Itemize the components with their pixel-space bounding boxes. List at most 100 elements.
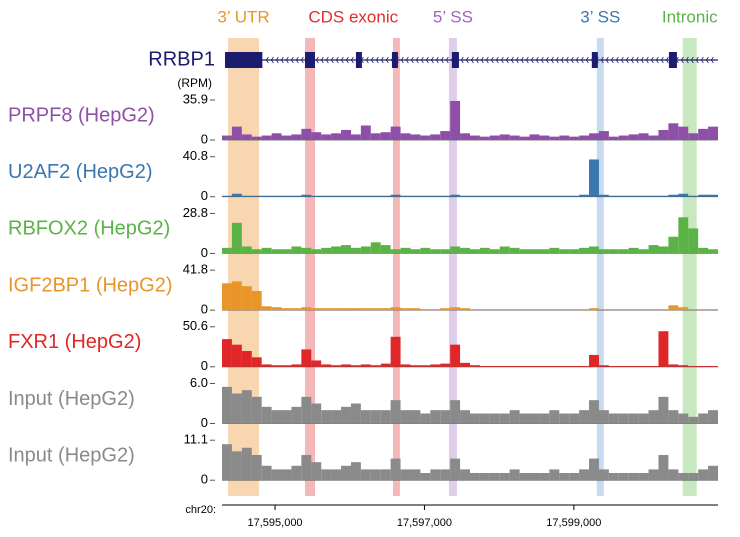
y-tick-label: 11.1 [184,432,208,447]
coverage-bar [509,135,520,140]
coverage-bar [598,365,609,367]
coverage-bar [579,366,590,367]
exon [391,52,398,68]
coverage-bar [231,126,242,140]
coverage-bar [598,410,609,424]
coverage-bar [341,308,351,311]
coverage-bar [499,195,510,197]
strand-chevron [330,56,334,64]
coverage-bar [261,306,272,311]
coverage-bar [341,129,351,140]
coverage-bar [648,366,659,367]
strand-chevron [615,56,619,64]
coverage-bar [688,228,699,254]
coverage-bar [410,134,421,140]
coverage-bar [311,403,322,424]
coverage-bar [618,135,629,140]
strand-chevron [645,56,649,64]
coverage-bar [529,309,540,311]
coverage-bar [648,469,659,481]
coverage-bar [509,469,520,481]
coverage-bar [479,413,490,424]
coverage-bar [341,406,351,424]
strand-chevron [295,56,299,64]
coverage-bar [460,308,470,311]
coverage-bar [658,246,669,254]
strand-chevron [530,56,534,64]
region-label: Intronic [662,7,718,26]
coverage-bar [618,309,629,311]
y-tick-label: 0 [201,245,208,260]
coverage-bar [509,195,520,197]
coverage-bar [618,249,629,254]
strand-chevron [710,56,714,64]
coverage-bar [579,247,590,254]
coverage-bar [698,194,709,197]
coverage-bar [271,195,282,197]
coverage-bar [658,396,669,424]
coverage-bar [658,309,669,311]
coverage-bar [420,195,431,197]
coverage-bar [400,195,411,197]
coverage-bar [549,366,560,367]
coverage-bar [370,195,381,197]
coverage-bar [450,458,461,481]
coverage-bar [668,123,679,140]
coverage-bar [400,308,411,311]
coverage-bar [271,249,282,254]
coverage-bar [529,366,540,367]
coverage-bar [370,410,381,424]
coverage-bar [688,309,699,311]
y-tick-label: 41.8 [183,262,208,277]
coverage-bar [291,195,302,197]
coverage-bar [519,472,530,481]
strand-chevron [480,56,484,64]
coverage-bar [539,249,550,254]
strand-chevron [375,56,379,64]
coverage-bar [658,129,669,140]
strand-chevron [525,56,529,64]
coverage-bar [688,133,699,140]
coverage-bar [519,249,530,254]
coverage-bar [658,195,669,197]
track-name: PRPF8 (HepG2) [8,104,155,126]
strand-chevron [505,56,509,64]
x-tick-label: 17,597,000 [397,517,452,529]
coverage-bar [499,134,510,140]
coverage-bar [589,308,599,311]
coverage-bar [291,465,302,481]
coverage-bar [668,194,679,197]
coverage-bar [222,283,232,311]
coverage-bar [450,344,461,367]
coverage-bar [360,246,371,254]
coverage-bar [331,410,342,424]
coverage-bar [241,246,252,254]
strand-chevron [275,56,279,64]
coverage-bar [638,309,649,311]
coverage-bar [579,135,590,140]
strand-chevron [610,56,614,64]
track-name: FXR1 (HepG2) [8,331,141,353]
region-label: 3’ SS [580,7,620,26]
coverage-bar [579,410,590,424]
strand-chevron [630,56,634,64]
exon [224,52,263,68]
coverage-bar [261,247,272,254]
coverage-bar [301,247,312,254]
coverage-bar [708,249,718,254]
coverage-bar [519,136,530,140]
coverage-bar [509,410,520,424]
coverage-bar [529,195,540,197]
coverage-bar [291,134,302,140]
coverage-bar [360,195,371,197]
coverage-bar [479,136,490,140]
coverage-bar [430,309,441,311]
coverage-bar [261,406,272,424]
coverage-bar [390,458,401,481]
coverage-bar [569,136,580,140]
strand-chevron [430,56,434,64]
coverage-bar [470,309,480,311]
coverage-bar [539,309,550,311]
coverage-bar [271,307,282,311]
strand-chevron [475,56,479,64]
